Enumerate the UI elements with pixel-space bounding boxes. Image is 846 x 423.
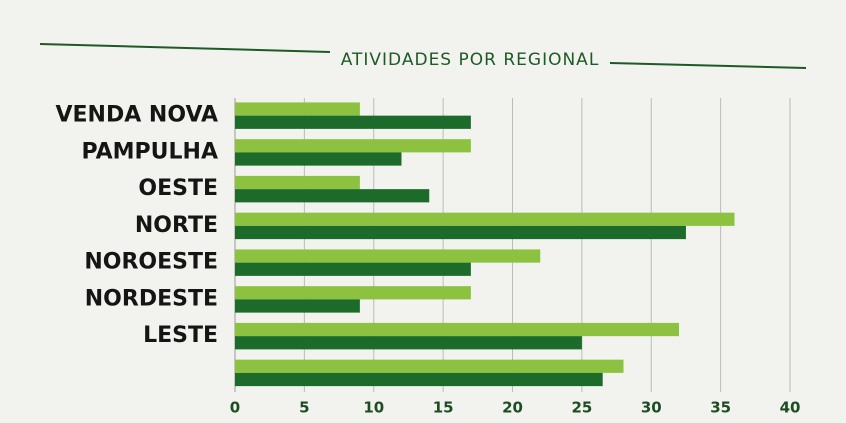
x-tick-label: 25 bbox=[571, 399, 592, 417]
bar bbox=[235, 115, 471, 129]
x-tick-label: 40 bbox=[780, 399, 801, 417]
bar bbox=[235, 299, 360, 313]
category-label: NOROESTE bbox=[84, 250, 218, 275]
x-tick-label: 20 bbox=[502, 399, 523, 417]
bar bbox=[235, 189, 430, 203]
title-rule bbox=[39, 43, 331, 53]
category-label: VENDA NOVA bbox=[56, 103, 219, 128]
bar bbox=[235, 225, 686, 240]
bar bbox=[235, 152, 402, 166]
bar bbox=[235, 262, 471, 276]
bar bbox=[235, 336, 582, 350]
bar bbox=[235, 359, 624, 373]
x-tick-label: 35 bbox=[710, 399, 731, 417]
bar bbox=[235, 372, 603, 387]
bar bbox=[235, 322, 679, 337]
bar bbox=[235, 139, 471, 153]
category-label: NORDESTE bbox=[85, 286, 218, 311]
bar bbox=[235, 102, 360, 116]
category-label: OESTE bbox=[138, 176, 218, 201]
x-tick-label: 0 bbox=[230, 399, 240, 417]
x-tick-label: 15 bbox=[433, 399, 454, 417]
bar bbox=[235, 249, 541, 263]
x-tick-label: 10 bbox=[363, 399, 384, 417]
x-tick-label: 30 bbox=[641, 399, 662, 417]
x-tick-label: 5 bbox=[299, 399, 309, 417]
category-label: PAMPULHA bbox=[82, 139, 218, 164]
bar bbox=[235, 212, 735, 226]
chart-title: ATIVIDADES POR REGIONAL bbox=[341, 50, 600, 70]
title-rule bbox=[609, 62, 807, 69]
bar bbox=[235, 286, 471, 300]
category-label: LESTE bbox=[143, 323, 218, 348]
category-label: NORTE bbox=[135, 213, 218, 238]
bar bbox=[235, 175, 360, 190]
